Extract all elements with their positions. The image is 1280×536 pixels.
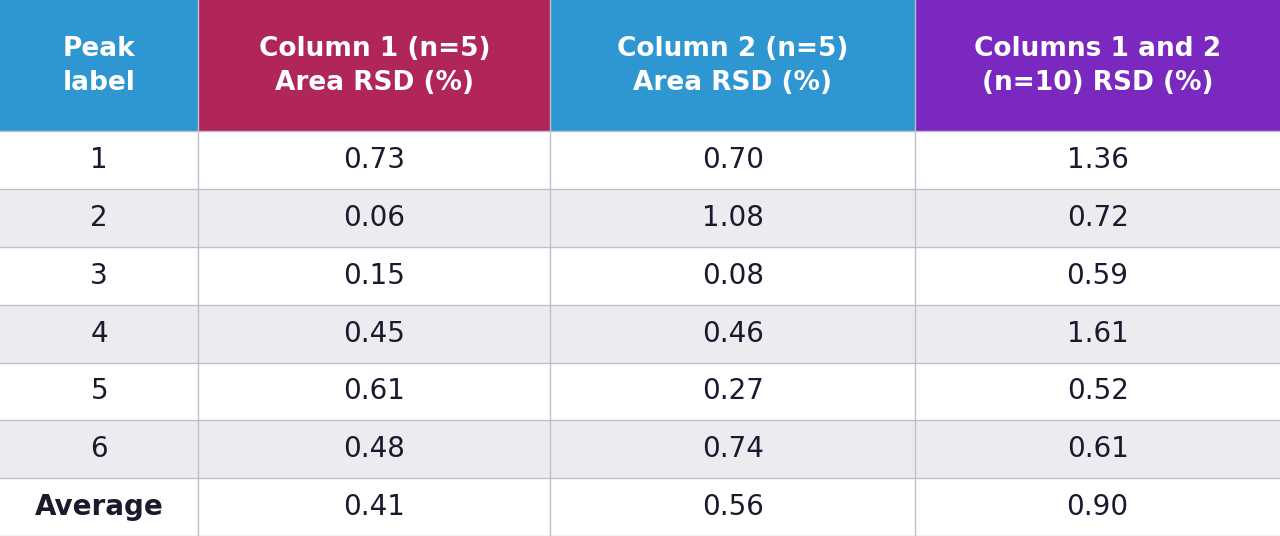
Text: 0.15: 0.15: [343, 262, 406, 290]
Bar: [0, 131, 1280, 189]
Bar: [0, 189, 1280, 247]
Bar: [0, 305, 1280, 362]
Bar: [0, 0, 198, 131]
Bar: [915, 0, 1280, 131]
Text: 0.48: 0.48: [343, 435, 406, 463]
Text: 5: 5: [91, 377, 108, 405]
Text: 0.73: 0.73: [343, 146, 406, 174]
Bar: [0, 478, 1280, 536]
Text: 0.27: 0.27: [701, 377, 764, 405]
Text: 0.08: 0.08: [701, 262, 764, 290]
Text: 4: 4: [91, 319, 108, 348]
Text: 2: 2: [91, 204, 108, 232]
Bar: [550, 0, 915, 131]
Text: 6: 6: [91, 435, 108, 463]
Text: Peak
label: Peak label: [63, 36, 136, 95]
Text: 0.74: 0.74: [701, 435, 764, 463]
Text: 3: 3: [91, 262, 108, 290]
Text: 1.08: 1.08: [701, 204, 764, 232]
Text: Columns 1 and 2
(n=10) RSD (%): Columns 1 and 2 (n=10) RSD (%): [974, 36, 1221, 95]
Bar: [0, 247, 1280, 305]
Text: 0.70: 0.70: [701, 146, 764, 174]
Text: 0.45: 0.45: [343, 319, 406, 348]
Text: 0.41: 0.41: [343, 493, 406, 521]
Text: 1: 1: [91, 146, 108, 174]
Text: 0.52: 0.52: [1066, 377, 1129, 405]
Text: Column 2 (n=5)
Area RSD (%): Column 2 (n=5) Area RSD (%): [617, 36, 849, 95]
Text: 0.61: 0.61: [343, 377, 406, 405]
Text: 0.61: 0.61: [1066, 435, 1129, 463]
Text: 0.56: 0.56: [701, 493, 764, 521]
Text: 0.06: 0.06: [343, 204, 406, 232]
Text: Column 1 (n=5)
Area RSD (%): Column 1 (n=5) Area RSD (%): [259, 36, 490, 95]
Text: 1.61: 1.61: [1066, 319, 1129, 348]
Text: 0.90: 0.90: [1066, 493, 1129, 521]
Text: 1.36: 1.36: [1066, 146, 1129, 174]
Bar: [0, 362, 1280, 420]
Text: 0.46: 0.46: [701, 319, 764, 348]
Bar: [198, 0, 550, 131]
Text: Average: Average: [35, 493, 164, 521]
Text: 0.72: 0.72: [1066, 204, 1129, 232]
Bar: [0, 420, 1280, 478]
Text: 0.59: 0.59: [1066, 262, 1129, 290]
